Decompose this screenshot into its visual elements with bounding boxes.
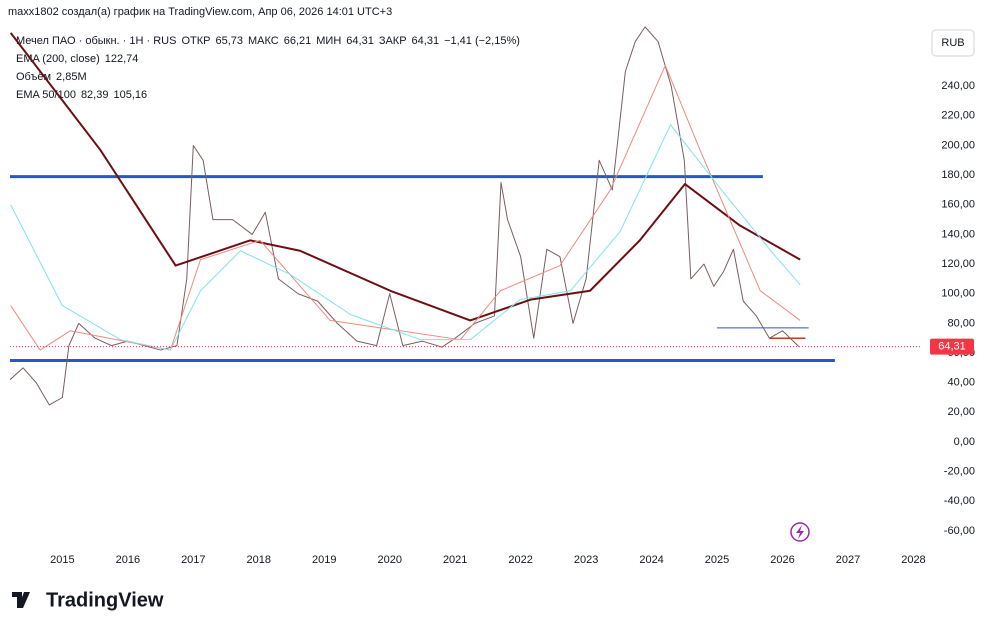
series-line [10,124,801,351]
currency-button[interactable] [931,29,975,57]
x-tick-label: 2015 [50,554,74,566]
y-tick-label: 40,00 [947,377,975,389]
y-tick-label: 100,00 [941,288,975,300]
y-tick-label: 140,00 [941,228,975,240]
legend-text: −1,41 (−2,15%) [444,35,520,47]
x-tick-label: 2022 [508,554,532,566]
legend-text: 64,31 [412,35,440,47]
legend-text: ЗАКР [379,35,407,47]
legend-text: 66,21 [284,35,312,47]
y-tick-label: 220,00 [941,110,975,122]
series-line [10,26,800,406]
legend-text: ОТКР [181,35,210,47]
y-tick-label: 240,00 [941,80,975,92]
legend-text: EMA 50/100 [16,89,76,101]
legend-text: 65,73 [215,35,243,47]
plot [10,26,835,406]
legend-text: 105,16 [113,89,147,101]
y-tick-label: -20,00 [944,466,975,478]
y-tick-label: 120,00 [941,258,975,270]
legend-text: Объём [16,71,51,83]
x-tick-label: 2023 [574,554,598,566]
logo: TradingView [12,589,164,611]
y-tick-label: -60,00 [944,525,975,537]
y-tick-label: 160,00 [941,199,975,211]
alert-bolt [796,525,804,539]
x-tick-label: 2019 [312,554,336,566]
last-price-box [930,338,974,355]
legend-text: МАКС [248,35,279,47]
y-tick-label: 20,00 [947,406,975,418]
legend-text: 2,85M [56,71,87,83]
x-tick-label: 2028 [901,554,925,566]
credit: maxx1802 создал(а) график на TradingView… [8,6,392,18]
logo-text: TradingView [46,589,164,611]
x-tick-label: 2025 [705,554,729,566]
legend-text: МИН [316,35,341,47]
legend-text: Мечел ПАО · обыкн. · 1Н · RUS [16,35,176,47]
currency[interactable]: RUB [941,37,964,49]
x-tick-label: 2017 [181,554,205,566]
x-tick-label: 2016 [116,554,140,566]
x-tick-label: 2026 [770,554,794,566]
y-tick-label: -40,00 [944,495,975,507]
y-tick-label: 80,00 [947,317,975,329]
x-tick-label: 2018 [247,554,271,566]
x-tick-label: 2021 [443,554,467,566]
legend-text: 64,31 [346,35,374,47]
series-line [10,32,801,322]
last-price-label: 64,31 [938,341,966,353]
legend-text: 82,39 [81,89,109,101]
y-tick-label: 200,00 [941,139,975,151]
series-line [10,64,801,351]
x-tick-label: 2020 [377,554,401,566]
x-tick-label: 2024 [639,554,663,566]
y-tick-label: 180,00 [941,169,975,181]
legend-text: EMA (200, close) [16,53,100,65]
x-tick-label: 2027 [836,554,860,566]
y-tick-label: 0,00 [954,436,975,448]
legend-text: 122,74 [105,53,139,65]
